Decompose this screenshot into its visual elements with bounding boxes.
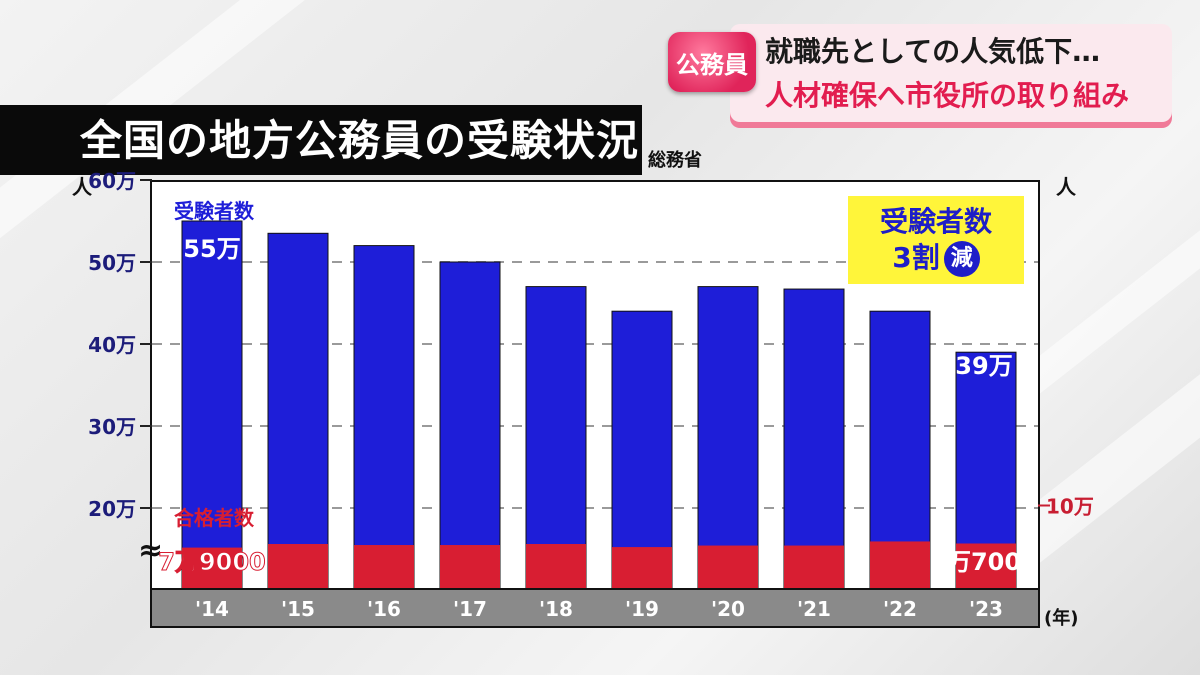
passers-bar (784, 545, 844, 588)
x-tick-label: '17 (453, 597, 487, 621)
banner-headline: 就職先としての人気低下… (765, 35, 1101, 68)
y-tick-label: 40万 (88, 333, 136, 357)
passers-last-value: 8万7000 (930, 548, 1038, 576)
x-tick-label: '15 (281, 597, 315, 621)
banner-category-tag: 公務員 (668, 32, 756, 92)
y-tick-label: 60万 (88, 169, 136, 193)
passers-series-label: 合格者数 (174, 506, 255, 530)
x-tick-label: '14 (195, 597, 229, 621)
x-tick-label: '22 (883, 597, 917, 621)
banner-background (730, 24, 1172, 122)
passers-bar (268, 544, 328, 588)
applicants-bar (783, 288, 845, 589)
applicants-bar (267, 232, 329, 589)
y-tick-label: 30万 (88, 415, 136, 439)
right-tick-label: 10万 (1046, 495, 1094, 519)
passers-bar (956, 543, 1016, 588)
applicants-last-value: 39万 (955, 352, 1012, 380)
decrease-badge: 減 (943, 240, 980, 277)
y-tick-label: 20万 (88, 497, 136, 521)
x-axis-strip (150, 588, 1040, 628)
callout-box: 受験者数 3割減 (848, 196, 1024, 284)
source-label: 総務省 (648, 150, 702, 171)
title-bar (0, 105, 642, 175)
news-banner: 公務員 就職先としての人気低下… 人材確保へ市役所の取り組み (660, 20, 1172, 128)
x-tick-label: '18 (539, 597, 573, 621)
passers-bar (698, 545, 758, 588)
passers-first-value: 7万9000 (158, 548, 266, 576)
applicants-bar (611, 310, 673, 589)
callout-line2: 3割減 (892, 240, 980, 277)
x-tick-label: '23 (969, 597, 1003, 621)
x-tick-label: '19 (625, 597, 659, 621)
right-axis-unit: 人 (1056, 175, 1077, 199)
x-tick-label: '21 (797, 597, 831, 621)
applicants-first-value: 55万 (183, 235, 240, 263)
callout-amount: 3割 (892, 240, 940, 274)
passers-bar (870, 541, 930, 588)
x-axis-unit: (年) (1044, 607, 1078, 629)
x-tick-label: '16 (367, 597, 401, 621)
applicants-bar (181, 220, 243, 589)
applicants-bar (353, 245, 415, 589)
axis-break-symbol: ≈ (138, 533, 163, 568)
passers-bar (526, 544, 586, 588)
applicants-series-label: 受験者数 (174, 199, 255, 223)
callout-line1: 受験者数 (879, 204, 992, 238)
chart-title: 全国の地方公務員の受験状況 (80, 116, 640, 165)
passers-bar (354, 545, 414, 588)
x-tick-label: '20 (711, 597, 745, 621)
passers-bar (182, 547, 242, 588)
y-tick-label: 50万 (88, 251, 136, 275)
applicants-bar (697, 286, 759, 589)
applicants-bar (439, 261, 501, 589)
banner-subheadline: 人材確保へ市役所の取り組み (765, 79, 1130, 112)
passers-bar (440, 545, 500, 588)
applicants-bar (525, 286, 587, 589)
passers-bar (612, 547, 672, 588)
left-axis-unit: 人 (72, 175, 93, 199)
